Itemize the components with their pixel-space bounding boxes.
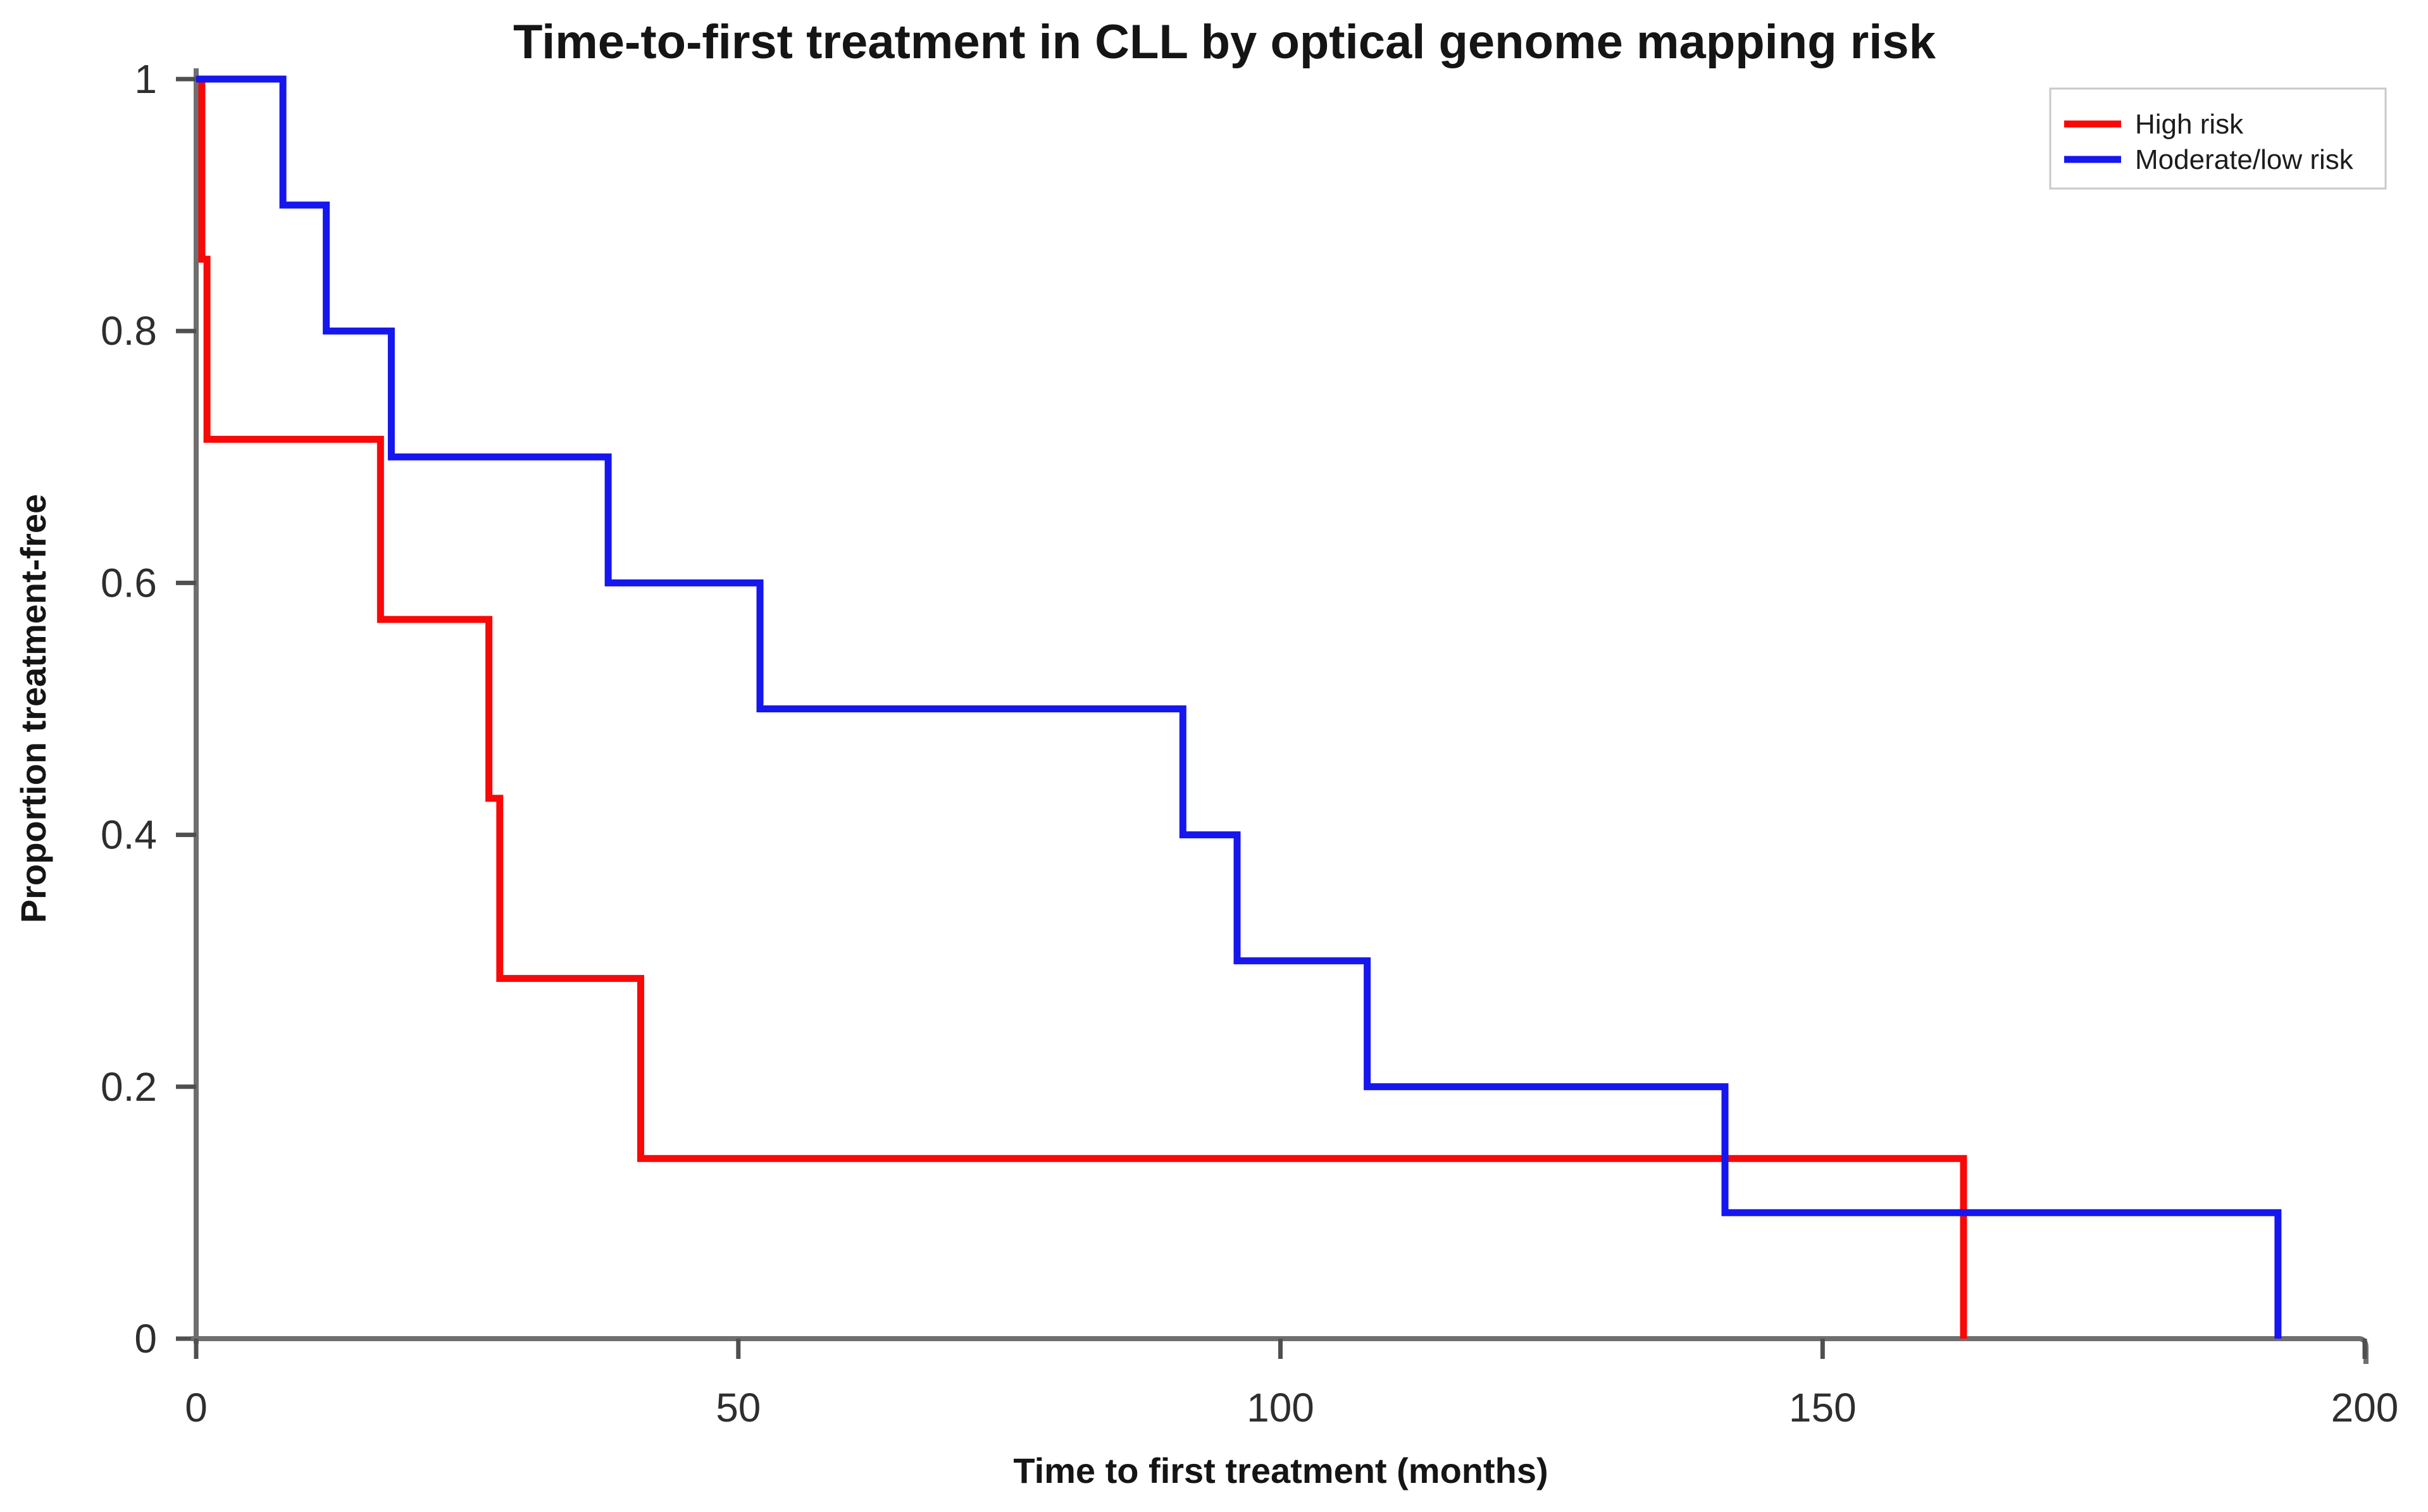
km-curve-moderate-low-risk xyxy=(196,75,2282,1339)
km-curve-high-risk xyxy=(196,75,1967,1339)
x-tick-label: 0 xyxy=(185,1385,208,1430)
legend-entry-high-risk: High risk xyxy=(2064,109,2244,140)
legend-box xyxy=(2049,87,2387,190)
y-axis-title: Proportion treatment-free xyxy=(13,494,53,923)
y-tick-label: 0 xyxy=(134,1316,157,1361)
y-axis: 0 0.2 0.4 0.6 0.8 1 Proportion treatment-free xyxy=(13,56,199,1361)
x-axis: 0 50 100 150 200 Time to first treatment (mo… xyxy=(185,1336,2399,1490)
x-tick-label: 100 xyxy=(1247,1385,1314,1430)
y-tick-label: 0.6 xyxy=(101,560,157,605)
legend-label: High risk xyxy=(2135,109,2244,140)
chart-title: Time-to-first treatment in CLL by optica… xyxy=(513,15,1936,69)
km-curves xyxy=(196,75,2282,1339)
x-tick-label: 50 xyxy=(716,1385,761,1430)
legend-label: Moderate/low risk xyxy=(2135,144,2354,175)
legend: High risk Moderate/low risk xyxy=(2049,87,2387,190)
y-tick-label: 1 xyxy=(134,56,157,102)
y-tick-label: 0.2 xyxy=(101,1064,157,1110)
x-axis-title: Time to first treatment (months) xyxy=(1013,1451,1548,1490)
x-tick-label: 200 xyxy=(2331,1385,2399,1430)
y-tick-label: 0.8 xyxy=(101,308,157,354)
y-tick-label: 0.4 xyxy=(101,812,157,858)
x-tick-label: 150 xyxy=(1789,1385,1857,1430)
legend-entry-moderate-low-risk: Moderate/low risk xyxy=(2064,144,2354,175)
